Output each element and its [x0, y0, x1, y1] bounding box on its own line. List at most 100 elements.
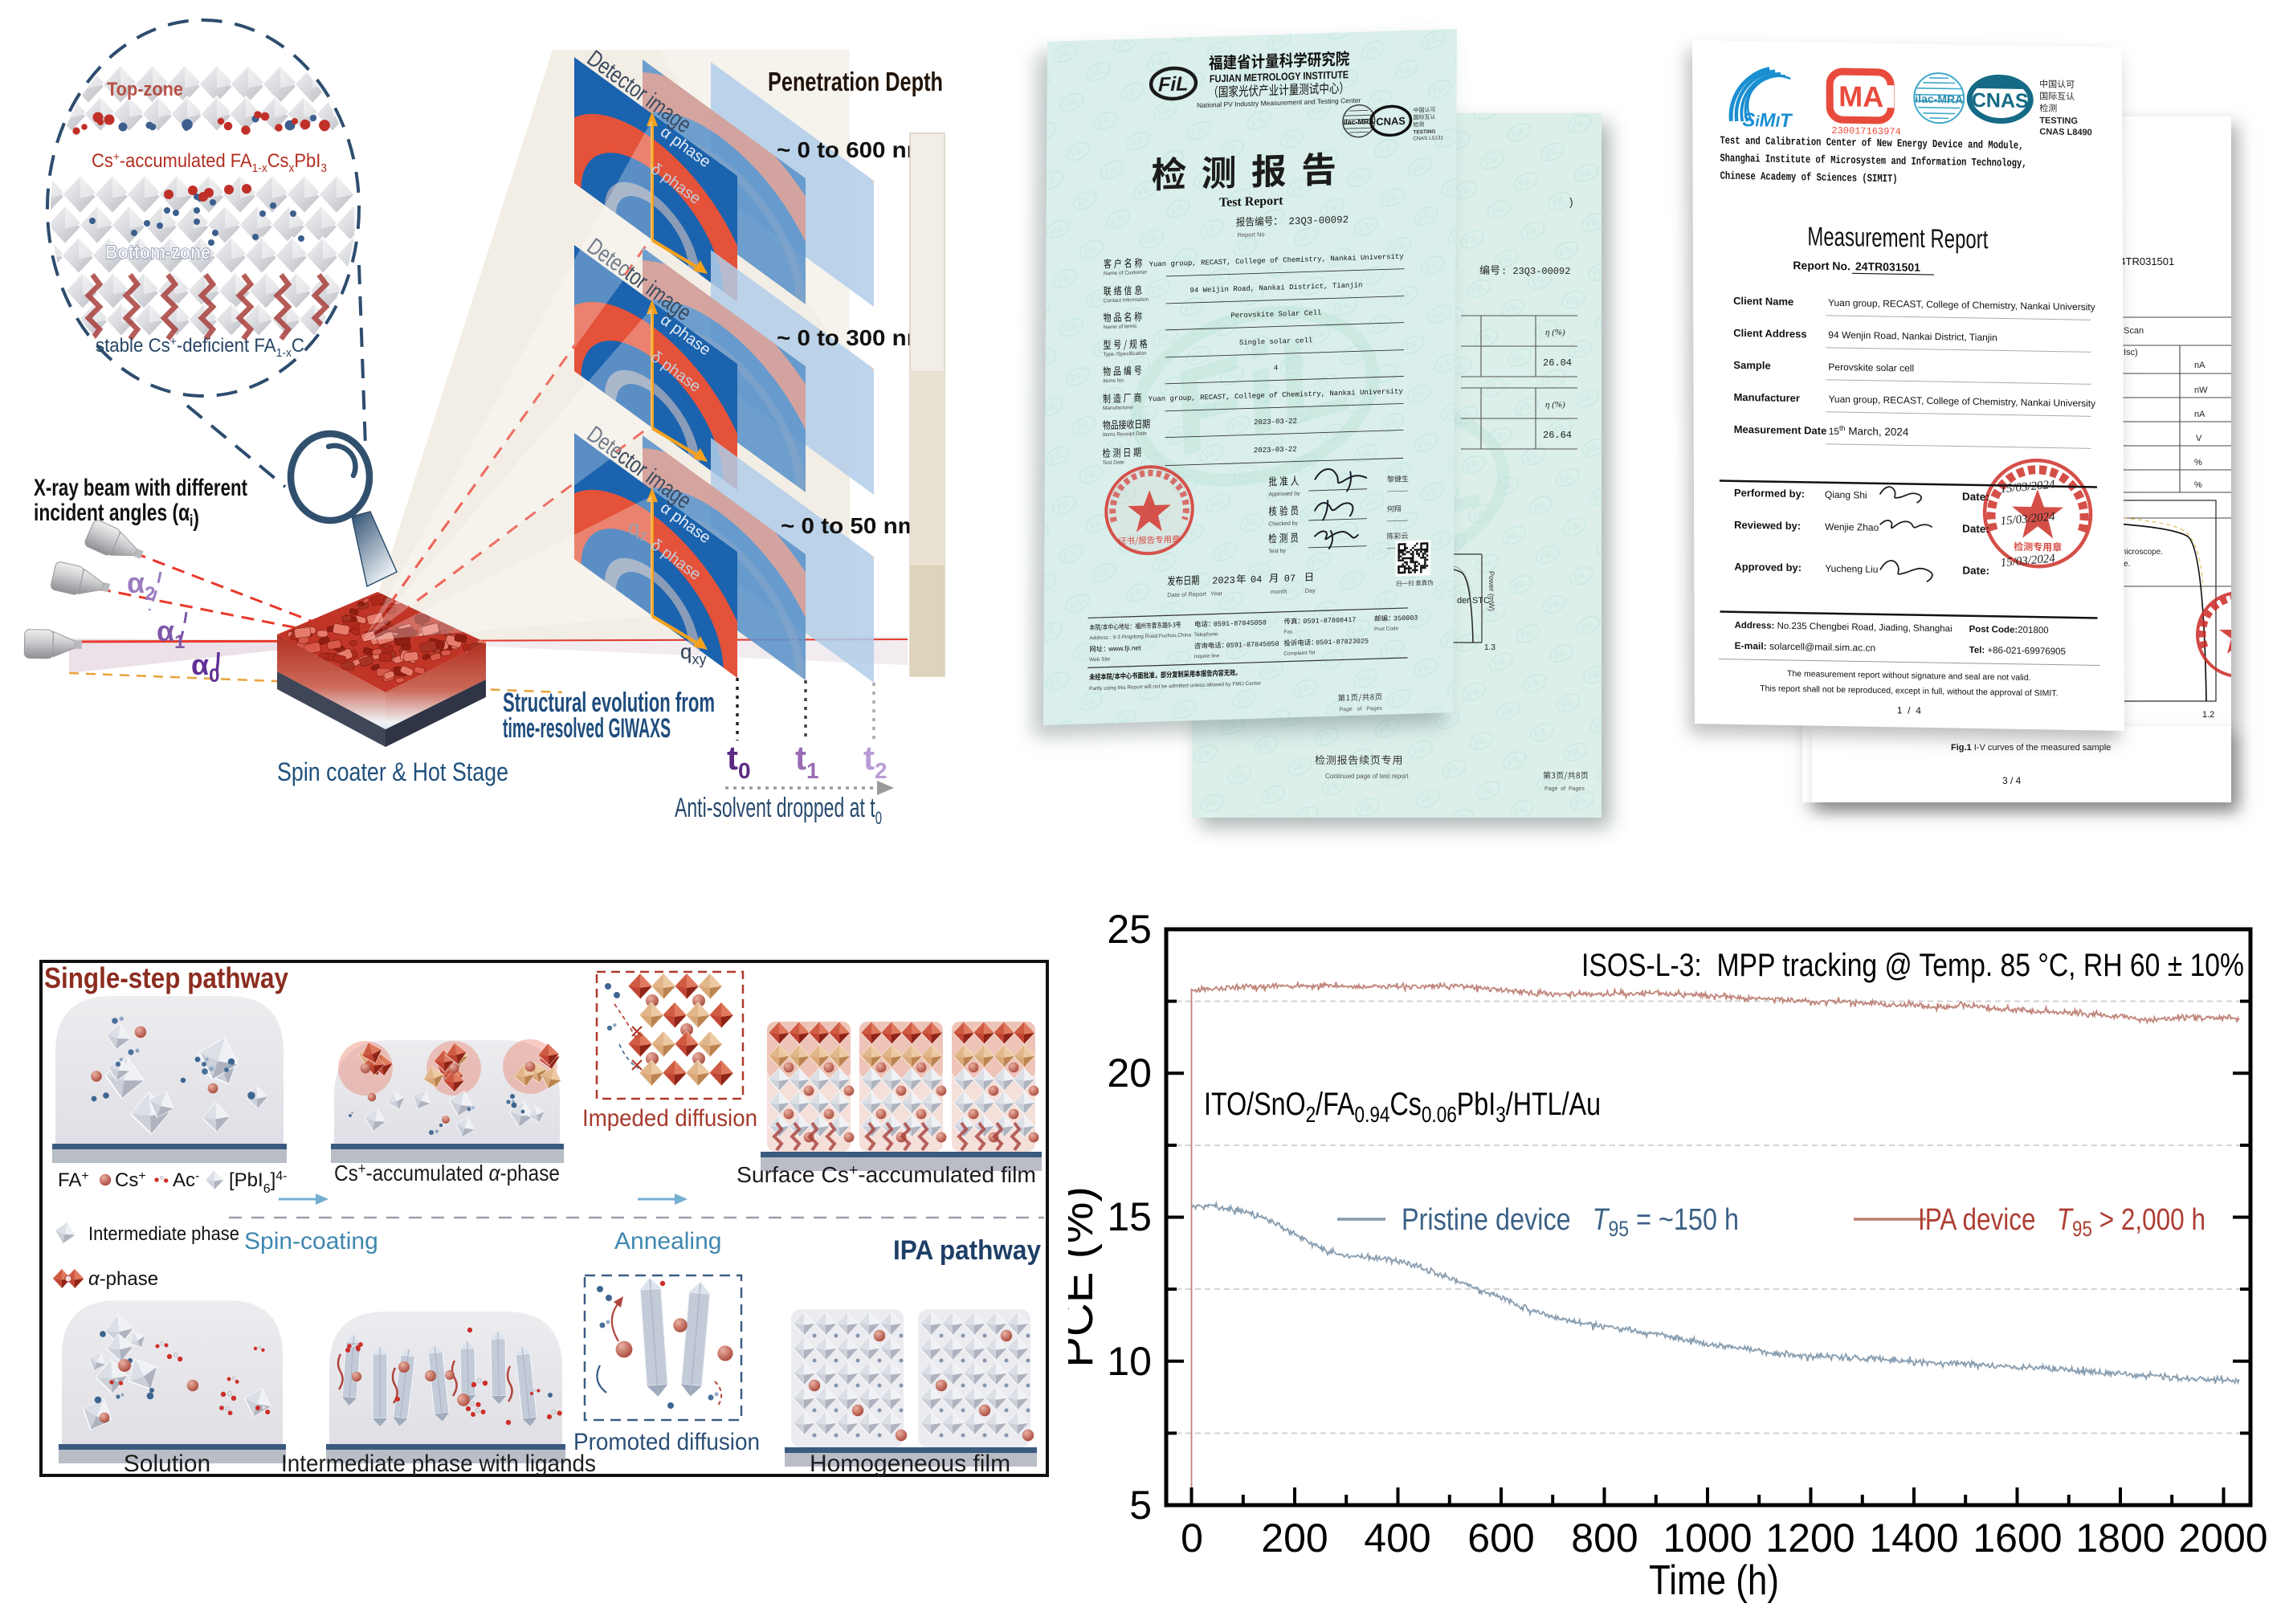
svg-text:0591-87808417: 0591-87808417	[1303, 616, 1356, 626]
svg-text:MA: MA	[1838, 80, 1883, 113]
svg-text:Client Name: Client Name	[1733, 295, 1793, 308]
svg-text:26.64: 26.64	[1543, 430, 1572, 441]
svg-text:Impeded diffusion: Impeded diffusion	[582, 1105, 757, 1132]
svg-text:Cs+: Cs+	[115, 1169, 146, 1191]
svg-text:TESTING: TESTING	[2039, 116, 2078, 126]
svg-text:~ 0 to 600 nm: ~ 0 to 600 nm	[777, 137, 928, 162]
svg-text:%: %	[2194, 458, 2202, 467]
svg-text:Inquire line: Inquire line	[1194, 653, 1220, 659]
svg-text:stable Cs+-deficient FA1-xC: stable Cs+-deficient FA1-xC	[96, 335, 304, 360]
svg-text:nW: nW	[2194, 386, 2208, 395]
svg-text:Pristine device T95 = ~150 h: Pristine device T95 = ~150 h	[1402, 1203, 1739, 1241]
svg-text:: 23Q3-00092: : 23Q3-00092	[1501, 266, 1570, 277]
svg-text:The measurement report without: The measurement report without signature…	[1787, 669, 2031, 683]
svg-text:IPA device T95 > 2,000 h: IPA device T95 > 2,000 h	[1918, 1203, 2205, 1241]
svg-text:Test Report: Test Report	[1219, 194, 1283, 210]
svg-text:Sample: Sample	[1733, 359, 1770, 372]
svg-text:2000: 2000	[2178, 1516, 2267, 1561]
svg-text:α1: α1	[157, 614, 186, 653]
svg-text:200: 200	[1261, 1516, 1328, 1561]
svg-text:ISOS-L-3: MPP tracking @ Temp: ISOS-L-3: MPP tracking @ Temp. 85 °C, RH…	[1581, 948, 2244, 983]
svg-text:α0: α0	[191, 648, 220, 687]
svg-text:CNAS: CNAS	[1376, 115, 1406, 128]
svg-text:1.3: 1.3	[1484, 643, 1495, 652]
svg-text:Post Code:201800: Post Code:201800	[1969, 625, 2049, 636]
svg-text:α-phase: α-phase	[88, 1268, 158, 1290]
svg-text:Intermediate phase: Intermediate phase	[88, 1223, 239, 1245]
svg-text:Spin coater & Hot Stage: Spin coater & Hot Stage	[277, 757, 508, 786]
svg-text:Intermediate phase with ligand: Intermediate phase with ligands	[281, 1451, 596, 1477]
svg-text:Continued page of test report: Continued page of test report	[1325, 773, 1409, 780]
svg-text:24TR031501: 24TR031501	[1855, 259, 1920, 273]
svg-text:Manufacturer: Manufacturer	[1734, 391, 1800, 404]
svg-text:Surface Cs+-accumulated film: Surface Cs+-accumulated film	[737, 1162, 1036, 1187]
svg-text:Test by: Test by	[1268, 549, 1287, 555]
svg-text:SiMIT: SiMIT	[1742, 109, 1793, 132]
svg-text:~ 0 to 50 nm: ~ 0 to 50 nm	[781, 513, 919, 538]
svg-text:0591-87845050: 0591-87845050	[1226, 640, 1279, 650]
svg-text:Single-step pathway: Single-step pathway	[44, 961, 288, 994]
svg-text:350003: 350003	[1393, 614, 1418, 623]
svg-text:Client Address: Client Address	[1733, 327, 1806, 341]
svg-text:incident angles (αi): incident angles (αi)	[34, 500, 199, 532]
svg-text:Report No.: Report No.	[1793, 259, 1850, 272]
svg-text:Approved by:: Approved by:	[1734, 561, 1801, 573]
svg-text:Qiang Shi: Qiang Shi	[1825, 489, 1867, 501]
svg-text:Anti-solvent dropped at t0: Anti-solvent dropped at t0	[675, 793, 882, 828]
svg-text:Reviewed by:: Reviewed by:	[1734, 519, 1801, 532]
svg-text:0: 0	[1181, 1516, 1203, 1561]
svg-text:Structural evolution from: Structural evolution from	[503, 688, 715, 718]
svg-text:): )	[1569, 195, 1573, 208]
svg-text:1.2: 1.2	[2202, 710, 2214, 720]
svg-text:04: 04	[1251, 574, 1262, 586]
svg-text:microscope.: microscope.	[2120, 548, 2163, 557]
svg-text:Approved by: Approved by	[1268, 491, 1300, 497]
svg-text:Type /Specification: Type /Specification	[1103, 351, 1147, 358]
svg-text:Items No: Items No	[1103, 377, 1124, 384]
svg-text:5: 5	[1129, 1483, 1152, 1528]
svg-text:Checked by: Checked by	[1268, 520, 1298, 527]
svg-text:Homogeneous film: Homogeneous film	[810, 1451, 1010, 1477]
svg-text:Test and Calibration Center of: Test and Calibration Center of New Energ…	[1720, 136, 2023, 153]
svg-text:Scan: Scan	[2124, 326, 2144, 336]
svg-text:η (%): η (%)	[1545, 328, 1565, 337]
svg-text:2023-03-22: 2023-03-22	[1254, 446, 1297, 455]
svg-text:3 / 4: 3 / 4	[2002, 775, 2022, 786]
svg-text:Date:: Date:	[1962, 565, 1989, 577]
svg-text:Name of Customer: Name of Customer	[1104, 270, 1148, 277]
svg-text:Date of Report: Date of Report	[1167, 590, 1206, 599]
svg-text:Post Code: Post Code	[1374, 626, 1399, 632]
svg-text:nA: nA	[2194, 410, 2205, 419]
svg-text:FA+: FA+	[58, 1169, 89, 1191]
svg-text:PCE (%): PCE (%)	[1068, 1186, 1103, 1368]
svg-text:www.fji.net: www.fji.net	[1108, 643, 1141, 652]
svg-text:1400: 1400	[1869, 1516, 1958, 1561]
svg-text:25: 25	[1107, 907, 1152, 952]
svg-text:1000: 1000	[1663, 1516, 1752, 1561]
svg-text:Cs+-accumulated α-phase: Cs+-accumulated α-phase	[334, 1161, 560, 1185]
svg-text:23Q3-00092: 23Q3-00092	[1288, 214, 1349, 227]
svg-text:Yucheng Liu: Yucheng Liu	[1825, 563, 1878, 575]
svg-text:Page of Pages: Page of Pages	[1340, 706, 1383, 713]
svg-text:Fax: Fax	[1283, 629, 1293, 635]
svg-text:Chinese Academy of Sciences (S: Chinese Academy of Sciences (SIMIT)	[1720, 171, 1898, 186]
svg-text:t2: t2	[863, 739, 887, 783]
svg-text:Wenjie Zhao: Wenjie Zhao	[1825, 521, 1879, 533]
svg-text:15/03/2024: 15/03/2024	[2000, 478, 2056, 496]
svg-text:E-mail: solarcell@mail.sim.ac.: E-mail: solarcell@mail.sim.ac.cn	[1735, 640, 1876, 654]
svg-text:15/03/2024: 15/03/2024	[2000, 552, 2056, 569]
svg-text:1 / 4: 1 / 4	[1897, 704, 1921, 716]
svg-text:Promoted diffusion: Promoted diffusion	[573, 1429, 760, 1455]
svg-text:Perovskite solar cell: Perovskite solar cell	[1828, 361, 1914, 374]
svg-text:Shanghai Institute of Microsys: Shanghai Institute of Microsystem and In…	[1720, 153, 2026, 170]
svg-text:%: %	[2194, 480, 2202, 490]
svg-text:Spin-coating: Spin-coating	[244, 1228, 378, 1255]
svg-text:CNAS L8490: CNAS L8490	[2039, 127, 2091, 137]
svg-text:4: 4	[1274, 364, 1278, 372]
svg-text:nA: nA	[2194, 361, 2205, 370]
svg-text:Date:: Date:	[1962, 491, 1989, 504]
svg-text:600: 600	[1467, 1516, 1534, 1561]
svg-text:Name of items: Name of items	[1104, 324, 1137, 330]
svg-text:Time (h): Time (h)	[1649, 1557, 1779, 1604]
svg-text:FUJIAN METROLOGY INSTITUTE: FUJIAN METROLOGY INSTITUTE	[1210, 68, 1349, 84]
